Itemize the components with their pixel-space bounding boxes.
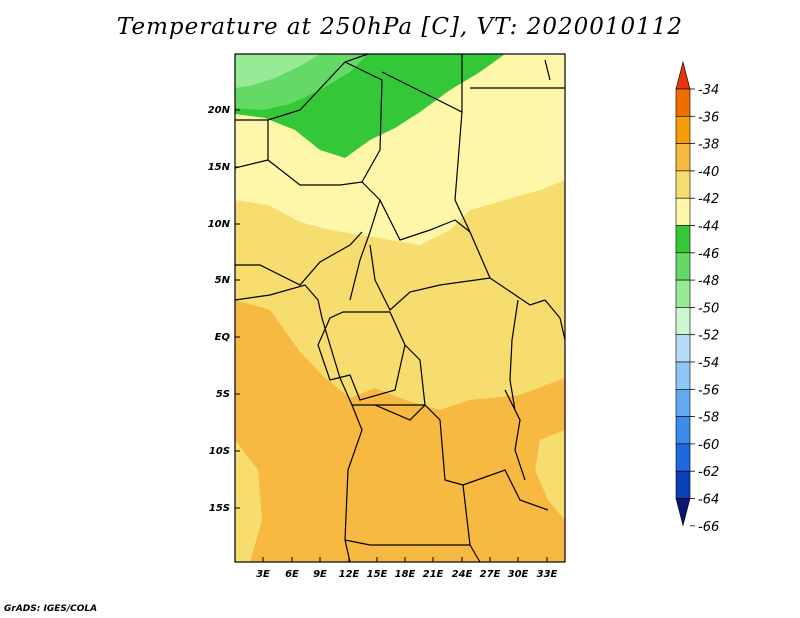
colorbar-label: -42	[698, 192, 719, 207]
colorbar-swatch	[675, 143, 691, 172]
colorbar-label: -64	[698, 493, 719, 508]
lon-label: 15E	[367, 569, 388, 580]
colorbar-label: -52	[698, 329, 719, 344]
colorbar-swatch	[675, 361, 691, 390]
colorbar-label: -56	[698, 383, 719, 398]
colorbar: -34 -36 -38 -40 -42 -44 -46 -48 -50 -52 -54 -56 -58 -…	[675, 60, 719, 535]
colorbar-swatch	[675, 470, 691, 499]
colorbar-swatch	[675, 252, 691, 281]
colorbar-swatch	[675, 334, 691, 363]
lon-axis: 3E 6E 9E 12E 15E 18E 21E 24E 27E 30E 33E	[256, 557, 558, 580]
lon-label: 12E	[339, 569, 360, 580]
grads-credit: GrADS: IGES/COLA	[4, 604, 98, 614]
political-borders	[234, 53, 566, 563]
colorbar-label: -50	[698, 301, 719, 316]
colorbar-swatch	[675, 443, 691, 472]
lat-label: 10N	[208, 219, 231, 230]
contour-band-40-southeast	[535, 430, 565, 520]
colorbar-label: -60	[698, 438, 719, 453]
colorbar-swatch	[675, 225, 691, 254]
colorbar-label: -54	[698, 356, 719, 371]
colorbar-label: -66	[698, 520, 719, 535]
lat-label: 15S	[209, 503, 230, 514]
colorbar-label: -46	[698, 247, 719, 262]
colorbar-lower-arrow	[675, 498, 691, 527]
lon-label: 18E	[395, 569, 416, 580]
colorbar-label: -36	[698, 110, 719, 125]
colorbar-label: -40	[698, 165, 719, 180]
lon-label: 33E	[537, 569, 558, 580]
colorbar-swatch	[675, 170, 691, 199]
contour-band-48	[235, 54, 320, 88]
colorbar-swatch	[675, 116, 691, 144]
lon-label: 30E	[508, 569, 529, 580]
lat-label: 5S	[216, 389, 230, 400]
colorbar-label: -34	[698, 83, 719, 98]
lon-label: 24E	[452, 569, 473, 580]
map-title: Temperature at 250hPa [C], VT: 202001011…	[116, 14, 684, 40]
colorbar-label: -58	[698, 411, 719, 426]
lat-label: 20N	[208, 105, 231, 116]
lon-label: 6E	[285, 569, 299, 580]
lon-label: 21E	[423, 569, 444, 580]
colorbar-swatch	[675, 388, 691, 417]
colorbar-label: -62	[698, 465, 719, 480]
map-panel	[234, 53, 566, 563]
contour-band-42-east	[455, 95, 565, 195]
colorbar-swatch	[675, 307, 691, 335]
colorbar-swatch	[675, 416, 691, 445]
lat-label: 10S	[209, 446, 230, 457]
lat-label: 5N	[215, 275, 231, 286]
colorbar-swatch	[675, 197, 691, 226]
map-frame	[234, 53, 566, 563]
colorbar-label: -44	[698, 220, 719, 235]
lon-label: 3E	[256, 569, 270, 580]
colorbar-swatch	[675, 88, 691, 117]
lon-label: 9E	[313, 569, 327, 580]
lon-label: 27E	[480, 569, 501, 580]
lat-axis: 20N 15N 10N 5N EQ 5S 10S 15S	[208, 105, 240, 514]
contour-band-40-south	[235, 440, 262, 562]
lat-label: 15N	[208, 162, 231, 173]
colorbar-swatch	[675, 279, 691, 308]
colorbar-upper-arrow	[675, 60, 691, 90]
lat-label: EQ	[215, 332, 231, 343]
colorbar-label: -38	[698, 138, 719, 153]
colorbar-label: -48	[698, 274, 719, 289]
